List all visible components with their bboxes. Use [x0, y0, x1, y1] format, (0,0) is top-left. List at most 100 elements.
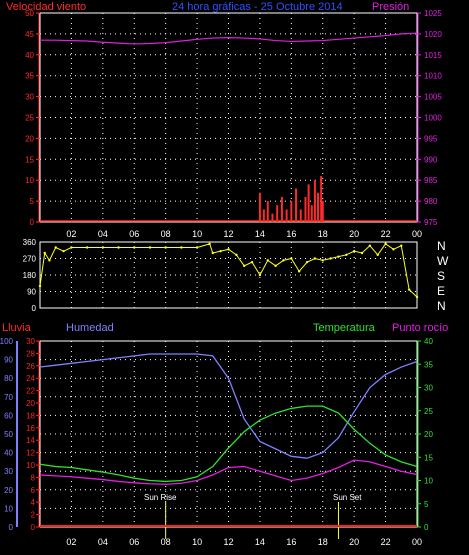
rain-ytick-label: 2 — [31, 511, 36, 520]
pressure-ytick-label: 995 — [424, 134, 438, 143]
dewpoint-title: Punto rocío — [392, 322, 448, 334]
humidity-temp-xtick-label: 10 — [192, 537, 202, 547]
humidity-temp-xtick-label: 18 — [318, 537, 328, 547]
direction-point — [368, 244, 372, 247]
pressure-ytick-label: 990 — [424, 155, 438, 164]
direction-point — [407, 288, 411, 291]
direction-point — [321, 259, 324, 262]
humidity-ytick-label: 100 — [0, 337, 14, 346]
direction-point — [313, 257, 317, 260]
direction-point — [164, 246, 167, 249]
rain-ytick-label: 20 — [26, 399, 35, 408]
wind-ytick-label: 25 — [25, 114, 34, 123]
compass-label-s: S — [437, 269, 445, 283]
wind-ytick-label: 30 — [25, 93, 34, 102]
sunset-label: Sun Set — [333, 493, 362, 502]
wind-pressure-xtick-label: 22 — [381, 229, 391, 239]
pressure-ytick-label: 1000 — [424, 114, 442, 123]
direction-point — [48, 259, 51, 262]
direction-ytick-label: 180 — [23, 271, 37, 280]
humidity-ytick-label: 20 — [4, 486, 13, 495]
compass-label-n-bottom: N — [437, 299, 446, 313]
temp-ytick-label: 35 — [424, 360, 433, 369]
humidity-temp-xtick-label: 04 — [98, 537, 108, 547]
wind-pressure-xtick-label: 14 — [255, 229, 265, 239]
temp-ytick-label: 30 — [424, 384, 433, 393]
rain-ytick-label: 6 — [31, 486, 36, 495]
direction-point — [360, 251, 364, 255]
humidity-temp-xtick-label: 08 — [161, 537, 171, 547]
temp-ytick-label: 5 — [424, 500, 429, 509]
temp-ytick-label: 0 — [424, 523, 429, 532]
direction-point — [219, 249, 222, 253]
compass-label-w: W — [437, 254, 449, 268]
rain-ytick-label: 16 — [26, 424, 35, 433]
direction-point — [290, 257, 293, 260]
rain-ytick-label: 10 — [26, 461, 35, 470]
wind-pressure-xtick-label: 04 — [98, 229, 108, 239]
direction-point — [352, 249, 356, 253]
wind-pressure-xtick-label: 06 — [129, 229, 139, 239]
direction-point — [54, 246, 57, 249]
humidity-temp-xtick-label: 16 — [286, 537, 296, 547]
direction-point — [329, 257, 332, 260]
wind-pressure-xtick-label: 10 — [192, 229, 202, 239]
wind-pressure-xtick-label: 02 — [66, 229, 76, 239]
rain-ytick-label: 26 — [26, 362, 35, 371]
humidity-ytick-label: 10 — [4, 504, 13, 513]
direction-point — [400, 244, 403, 247]
rain-ytick-label: 8 — [31, 473, 36, 482]
pressure-ytick-label: 1010 — [424, 72, 442, 81]
direction-point — [43, 251, 46, 255]
rain-ytick-label: 28 — [26, 349, 35, 358]
direction-ytick-label: 270 — [23, 255, 37, 264]
pressure-ytick-label: 1005 — [424, 93, 442, 102]
direction-point — [305, 260, 309, 264]
pressure-ytick-label: 1025 — [424, 9, 442, 18]
direction-point — [148, 246, 152, 249]
wind-pressure-xtick-label: 18 — [318, 229, 328, 239]
humidity-temp-xtick-label: 02 — [66, 537, 76, 547]
direction-point — [243, 264, 246, 268]
pressure-ytick-label: 975 — [424, 218, 438, 227]
wind-ytick-label: 15 — [25, 155, 34, 164]
dewpoint-line — [39, 459, 418, 485]
direction-point — [195, 246, 199, 249]
direction-ytick-label: 360 — [23, 238, 37, 247]
wind-ytick-label: 5 — [30, 197, 35, 206]
humidity-temp-xtick-label: 00 — [412, 537, 422, 547]
wind-ytick-label: 10 — [25, 176, 34, 185]
humidity-ytick-label: 30 — [4, 467, 13, 476]
humidity-temp-xtick-label: 20 — [349, 537, 359, 547]
humidity-ytick-label: 50 — [4, 430, 13, 439]
humidity-ytick-label: 90 — [4, 356, 13, 365]
temp-ytick-label: 20 — [424, 430, 433, 439]
temp-ytick-label: 15 — [424, 453, 433, 462]
rain-ytick-label: 4 — [31, 498, 36, 507]
humidity-temp-xtick-label: 06 — [129, 537, 139, 547]
compass-label-n-top: N — [437, 239, 446, 253]
humidity-ytick-label: 70 — [4, 393, 13, 402]
direction-point — [337, 255, 340, 258]
direction-point — [266, 259, 269, 262]
direction-point — [235, 253, 238, 257]
rain-ytick-label: 0 — [31, 523, 36, 532]
wind-speed-title: Velocidad viento — [6, 1, 86, 13]
humidity-line — [39, 353, 418, 459]
direction-point — [274, 264, 277, 268]
humidity-ytick-label: 80 — [4, 374, 13, 383]
humidity-ytick-label: 60 — [4, 411, 13, 420]
humidity-temp-xtick-label: 12 — [223, 537, 233, 547]
compass-label-e: E — [437, 284, 445, 298]
temp-ytick-label: 40 — [424, 337, 433, 346]
direction-point — [70, 246, 73, 249]
temperature-title: Temperatura — [313, 322, 376, 334]
temp-ytick-label: 10 — [424, 477, 433, 486]
sunrise-label: Sun Rise — [144, 493, 177, 502]
rain-ytick-label: 14 — [26, 436, 35, 445]
chart-date-title: 24 hora gráficas - 25 Octubre 2014 — [172, 1, 343, 13]
direction-point — [258, 273, 262, 277]
direction-point — [282, 259, 285, 262]
wind-pressure-xtick-label: 08 — [161, 229, 171, 239]
